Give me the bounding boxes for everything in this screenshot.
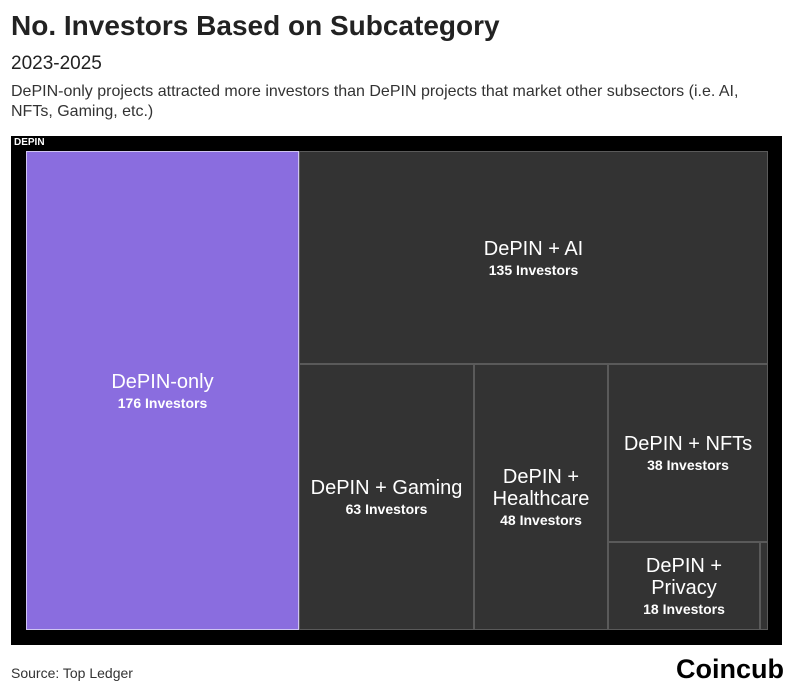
treemap-cell-depin-gaming: DePIN + Gaming 63 Investors [299,364,474,630]
chart-description: DePIN-only projects attracted more inves… [11,83,739,120]
source-note: Source: Top Ledger [11,665,133,681]
treemap: DEPIN DePIN-only 176 Investors DePIN + A… [11,136,782,645]
cell-name: DePIN-only [111,370,214,393]
cell-name-line2: Privacy [651,577,717,599]
cell-value: 135 Investors [488,261,579,278]
treemap-cell-remainder [760,542,768,630]
cell-value: 176 Investors [117,394,208,411]
cell-name: DePIN + NFTs [623,433,753,455]
cell-value: 48 Investors [500,512,582,528]
treemap-cell-depin-healthcare: DePIN + Healthcare 48 Investors [474,364,608,630]
treemap-cell-depin-only: DePIN-only 176 Investors [26,151,299,630]
chart-subtitle: 2023-2025 [11,53,102,74]
treemap-cell-depin-ai: DePIN + AI 135 Investors [299,151,768,364]
group-label: DEPIN [14,137,45,148]
cell-value: 18 Investors [643,601,725,617]
cell-name: DePIN + Gaming [310,477,463,499]
cell-value: 63 Investors [345,501,428,517]
cell-name-line1: DePIN + [502,466,580,488]
cell-name: DePIN + AI [483,237,584,260]
cell-name: DePIN + Privacy [646,555,722,599]
cell-name-line1: DePIN + [645,555,723,577]
cell-value: 38 Investors [647,457,729,473]
chart-title: No. Investors Based on Subcategory [11,10,500,41]
treemap-cell-depin-privacy: DePIN + Privacy 18 Investors [608,542,760,630]
cell-name-line2: Healthcare [492,488,590,510]
brand-logo: Coincub [676,654,784,684]
treemap-cell-depin-nfts: DePIN + NFTs 38 Investors [608,364,768,542]
cell-name: DePIN + Healthcare [493,466,590,510]
